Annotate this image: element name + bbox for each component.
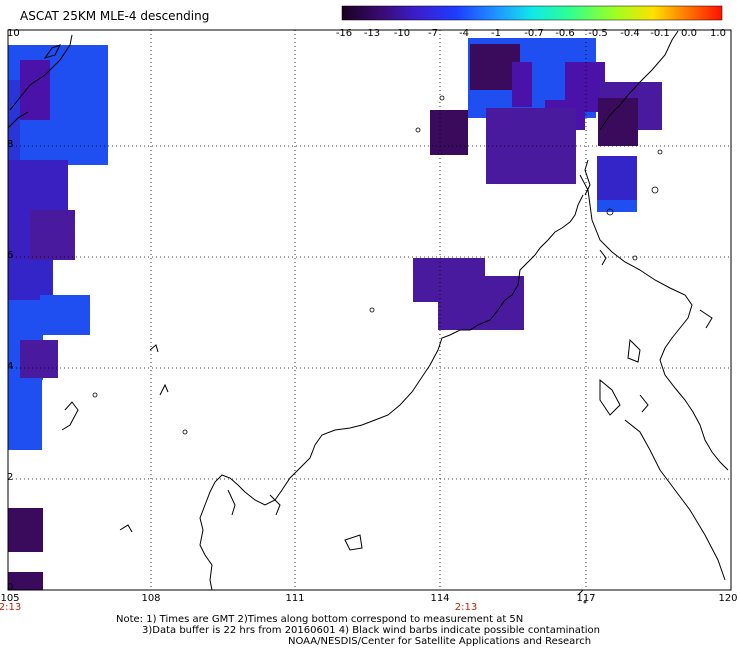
x-tick-label: 117 (576, 593, 595, 604)
graticule (8, 30, 731, 590)
note-line-2: 3)Data buffer is 22 hrs from 20160601 4)… (142, 625, 600, 636)
x-tick-label: 105 (0, 593, 19, 604)
time-label: 2:13 (455, 602, 477, 613)
map-frame (7, 29, 732, 591)
map-title: ASCAT 25KM MLE-4 descending (20, 9, 210, 23)
y-tick-label: 0 (7, 582, 13, 593)
colorbar-tick: -1 (491, 28, 501, 39)
colorbar-tick: -0.6 (555, 28, 575, 39)
colorbar-tick: -0.4 (620, 28, 640, 39)
coastline (7, 30, 729, 596)
note-line-3: NOAA/NESDIS/Center for Satellite Applica… (288, 636, 592, 647)
colorbar-tick: -10 (394, 28, 410, 39)
colorbar-tick: -0.1 (650, 28, 670, 39)
y-tick-label: 10 (7, 28, 20, 39)
colorbar-tick: -16 (336, 28, 352, 39)
islands (92, 95, 663, 604)
x-tick-label: 108 (141, 593, 160, 604)
colorbar-tick: 1.0 (710, 28, 726, 39)
note-line-1: Note: 1) Times are GMT 2)Times along bot… (116, 614, 524, 625)
y-tick-label: 8 (7, 139, 13, 150)
colorbar-tick: -7 (428, 28, 438, 39)
colorbar-tick: -13 (364, 28, 380, 39)
colorbar-tick: 0.0 (681, 28, 697, 39)
colorbar-tick: -0.7 (524, 28, 544, 39)
x-tick-label: 114 (430, 593, 449, 604)
y-tick-label: 2 (7, 472, 13, 483)
wind-speed-cells (8, 38, 662, 590)
colorbar-tick: -0.5 (588, 28, 608, 39)
footnotes: Note: 1) Times are GMT 2)Times along bot… (0, 614, 740, 647)
x-tick-label: 120 (718, 593, 737, 604)
colorbar-tick: -4 (459, 28, 469, 39)
time-label: 2:13 (0, 602, 21, 613)
axis-labels: 10 8 6 4 2 0 105 108 111 114 117 120 2:1… (0, 28, 738, 613)
y-tick-label: 6 (7, 250, 13, 261)
x-tick-label: 111 (285, 593, 304, 604)
y-tick-label: 4 (7, 361, 13, 372)
colorbar: -16 -13 -10 -7 -4 -1 -0.7 -0.6 -0.5 -0.4… (336, 5, 726, 39)
